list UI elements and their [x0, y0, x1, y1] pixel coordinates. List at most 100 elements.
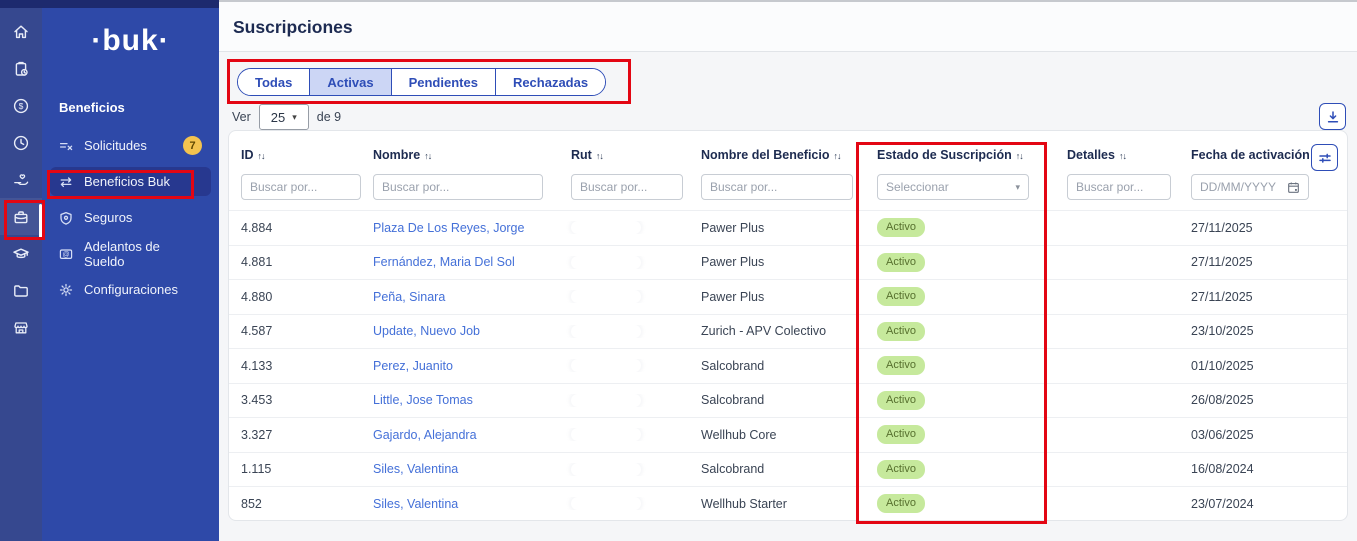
- benefits-hand-icon[interactable]: [0, 161, 42, 198]
- column-header-id[interactable]: ID ↑↓: [241, 148, 266, 162]
- employee-name-link[interactable]: Siles, Valentina: [373, 496, 459, 511]
- training-icon[interactable]: [0, 235, 42, 272]
- redacted-rut-blur: [571, 462, 641, 476]
- table-row[interactable]: 852 Siles, Valentina Wellhub Starter Act…: [229, 486, 1347, 521]
- documents-icon[interactable]: [0, 272, 42, 309]
- per-page-select[interactable]: 25 ▾: [258, 104, 309, 130]
- cell-fecha: 27/11/2025: [1191, 289, 1253, 304]
- gear-icon: [59, 283, 73, 297]
- filter-rut-input[interactable]: [571, 174, 683, 200]
- column-header-beneficio[interactable]: Nombre del Beneficio ↑↓: [701, 148, 842, 162]
- column-header-rut[interactable]: Rut ↑↓: [571, 148, 604, 162]
- employee-name-link[interactable]: Little, Jose Tomas: [373, 393, 473, 408]
- sidebar-item-seguros[interactable]: Seguros: [50, 203, 211, 232]
- table-row[interactable]: 3.453 Little, Jose Tomas Salcobrand Acti…: [229, 382, 1347, 418]
- cell-beneficio: Pawer Plus: [701, 220, 765, 235]
- sidebar-section-label: Beneficios: [59, 100, 125, 115]
- cell-nombre: Siles, Valentina: [361, 497, 559, 511]
- status-badge: Activo: [877, 252, 925, 272]
- cell-rut: [559, 290, 689, 304]
- cell-id: 1.115: [241, 462, 272, 477]
- employee-name-link[interactable]: Gajardo, Alejandra: [373, 427, 477, 442]
- cell-nombre: Perez, Juanito: [361, 359, 559, 373]
- window-top-strip: [0, 0, 219, 8]
- time-icon[interactable]: [0, 124, 42, 161]
- cell-rut: [559, 497, 689, 511]
- cell-fecha: 23/10/2025: [1191, 324, 1254, 339]
- status-badge: Activo: [877, 494, 925, 514]
- cell-estado: Activo: [865, 356, 1055, 376]
- tasks-clipboard-icon[interactable]: [0, 50, 42, 87]
- tab-pendientes[interactable]: Pendientes: [390, 69, 495, 95]
- redacted-rut-blur: [571, 290, 641, 304]
- tab-rechazadas[interactable]: Rechazadas: [494, 69, 606, 95]
- table-row[interactable]: 4.884 Plaza De Los Reyes, Jorge Pawer Pl…: [229, 210, 1347, 245]
- cell-fecha: 27/11/2025: [1191, 220, 1253, 235]
- redacted-rut-blur: [571, 324, 641, 338]
- redacted-rut-blur: [571, 497, 641, 511]
- filter-id-input[interactable]: [241, 174, 361, 200]
- download-button[interactable]: [1319, 103, 1346, 130]
- column-settings-button[interactable]: [1311, 144, 1338, 171]
- employee-name-link[interactable]: Fernández, Maria Del Sol: [373, 255, 515, 270]
- table-row[interactable]: 1.115 Siles, Valentina Salcobrand Activo…: [229, 451, 1347, 487]
- sidebar-item-solicitudes[interactable]: Solicitudes 7: [50, 131, 211, 160]
- sort-icon: ↑↓: [257, 151, 266, 161]
- column-header-fecha[interactable]: Fecha de activación↑↓: [1179, 148, 1322, 162]
- tab-todas[interactable]: Todas: [238, 69, 310, 95]
- filter-fecha-date-input[interactable]: DD/MM/YYYY: [1191, 174, 1309, 200]
- cell-estado: Activo: [865, 287, 1055, 307]
- sliders-icon: [1318, 153, 1331, 163]
- table-row[interactable]: 4.587 Update, Nuevo Job Zurich - APV Col…: [229, 313, 1347, 349]
- cell-id: 3.453: [241, 393, 273, 408]
- cell-rut: [559, 221, 689, 235]
- cell-nombre: Gajardo, Alejandra: [361, 428, 559, 442]
- buk-logo: ·buk·: [91, 24, 170, 57]
- filter-estado-select[interactable]: Seleccionar ▾: [877, 174, 1029, 200]
- sidebar-item-configuraciones[interactable]: Configuraciones: [50, 275, 211, 304]
- organization-icon[interactable]: [0, 309, 42, 346]
- column-header-estado[interactable]: Estado de Suscripción ↑↓: [877, 148, 1024, 162]
- page-header: Suscripciones: [219, 0, 1357, 52]
- status-badge: Activo: [877, 425, 925, 445]
- table-filter-row: Seleccionar▾ DD/MM/YYYY: [229, 174, 1347, 200]
- cell-id: 4.884: [241, 220, 273, 235]
- benefits-box-icon[interactable]: [0, 198, 42, 235]
- tab-activas[interactable]: Activas: [309, 69, 391, 95]
- filter-beneficio-input[interactable]: [701, 174, 853, 200]
- sidebar-item-label: Solicitudes: [84, 138, 147, 153]
- table-header-row: ID ↑↓ Nombre ↑↓ Rut ↑↓ Nombre del Beneficio…: [229, 131, 1347, 162]
- cell-id: 4.133: [241, 358, 273, 373]
- column-header-detalles[interactable]: Detalles ↑↓: [1067, 148, 1127, 162]
- column-header-nombre[interactable]: Nombre ↑↓: [373, 148, 432, 162]
- payments-icon[interactable]: $: [0, 87, 42, 124]
- chevron-down-icon: ▾: [1015, 181, 1020, 192]
- employee-name-link[interactable]: Peña, Sinara: [373, 289, 446, 304]
- home-icon[interactable]: [0, 13, 42, 50]
- sort-icon: ↑↓: [424, 151, 432, 161]
- total-count-label: de 9: [316, 110, 342, 124]
- filter-nombre-input[interactable]: [373, 174, 543, 200]
- employee-name-link[interactable]: Siles, Valentina: [373, 462, 459, 477]
- sidebar: ·buk· Beneficios Solicitudes 7 Beneficio…: [42, 0, 219, 541]
- cell-estado: Activo: [865, 390, 1055, 410]
- cell-beneficio: Salcobrand: [701, 462, 765, 477]
- employee-name-link[interactable]: Plaza De Los Reyes, Jorge: [373, 220, 525, 235]
- table-row[interactable]: 3.327 Gajardo, Alejandra Wellhub Core Ac…: [229, 417, 1347, 452]
- sort-icon: ↑↓: [1015, 151, 1024, 161]
- employee-name-link[interactable]: Update, Nuevo Job: [373, 324, 481, 339]
- sidebar-item-label: Configuraciones: [84, 282, 178, 297]
- cell-rut: [559, 428, 689, 442]
- sort-icon: ↑↓: [833, 151, 842, 161]
- sidebar-item-beneficios-buk[interactable]: Beneficios Buk: [50, 167, 211, 196]
- table-row[interactable]: 4.880 Peña, Sinara Pawer Plus Activo 27/…: [229, 279, 1347, 314]
- sidebar-item-adelantos[interactable]: @ Adelantos de Sueldo: [50, 239, 211, 269]
- status-badge: Activo: [877, 287, 925, 307]
- cell-fecha: 01/10/2025: [1191, 358, 1254, 373]
- table-row[interactable]: 4.881 Fernández, Maria Del Sol Pawer Plu…: [229, 244, 1347, 280]
- employee-name-link[interactable]: Perez, Juanito: [373, 358, 453, 373]
- filter-detalles-input[interactable]: [1067, 174, 1171, 200]
- salary-advance-icon: @: [59, 247, 73, 261]
- table-row[interactable]: 4.133 Perez, Juanito Salcobrand Activo 0…: [229, 348, 1347, 383]
